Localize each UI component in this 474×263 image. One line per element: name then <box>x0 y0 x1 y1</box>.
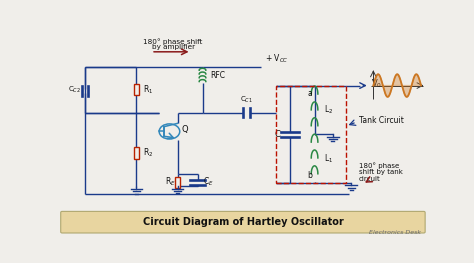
Text: Circuit Diagram of Hartley Oscillator: Circuit Diagram of Hartley Oscillator <box>143 217 343 227</box>
Text: by amplifier: by amplifier <box>152 44 195 50</box>
Text: L$_2$: L$_2$ <box>324 104 333 116</box>
Bar <box>175 176 180 188</box>
Text: C$_{C1}$: C$_{C1}$ <box>240 95 253 105</box>
Text: L$_1$: L$_1$ <box>324 152 333 165</box>
Text: C$_E$: C$_E$ <box>203 176 214 189</box>
Text: + V$_{CC}$: + V$_{CC}$ <box>265 53 289 65</box>
Text: C: C <box>274 130 280 139</box>
Bar <box>134 84 139 95</box>
Text: a: a <box>308 89 312 98</box>
Text: R$_1$: R$_1$ <box>143 83 153 96</box>
Text: shift by tank: shift by tank <box>359 169 402 175</box>
Bar <box>134 147 139 159</box>
Text: circuit: circuit <box>359 176 381 182</box>
Text: 180° phase shift: 180° phase shift <box>144 38 203 44</box>
Text: V$_0$: V$_0$ <box>372 78 383 90</box>
Text: R$_E$: R$_E$ <box>164 176 175 189</box>
Text: R$_2$: R$_2$ <box>143 147 153 159</box>
Text: Tank Circuit: Tank Circuit <box>359 116 403 125</box>
Bar <box>276 85 346 183</box>
Text: b: b <box>308 170 312 180</box>
Text: C$_{C2}$: C$_{C2}$ <box>68 84 82 95</box>
Text: Q: Q <box>181 125 188 134</box>
Text: Electronics Desk: Electronics Desk <box>369 230 421 235</box>
Text: 180° phase: 180° phase <box>359 162 399 169</box>
FancyBboxPatch shape <box>61 211 425 233</box>
Text: RFC: RFC <box>210 71 226 80</box>
